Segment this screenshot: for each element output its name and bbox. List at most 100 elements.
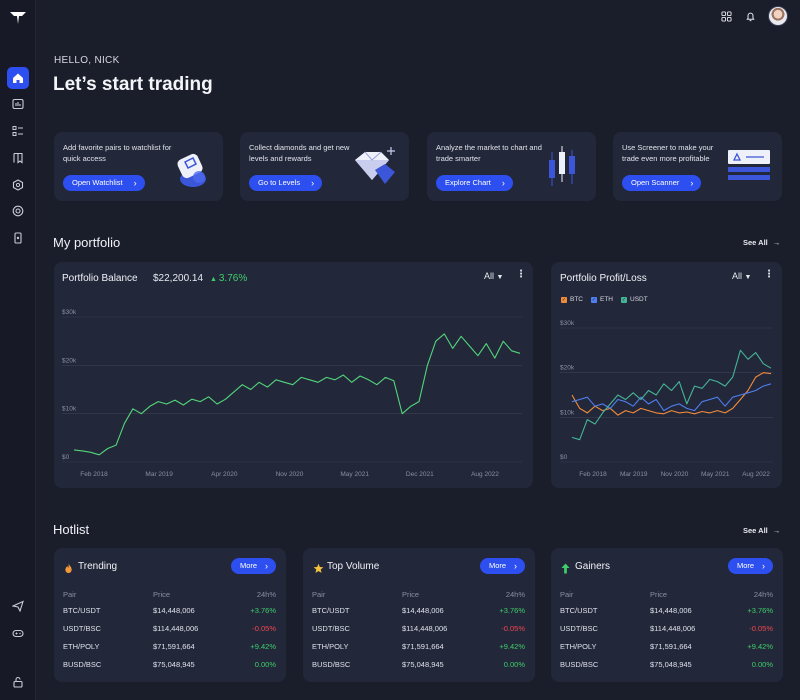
change-cell: +9.42%: [747, 642, 773, 651]
change-cell: +3.76%: [250, 606, 276, 615]
y-tick-label: $0: [62, 454, 70, 461]
bell-icon[interactable]: [742, 8, 758, 24]
kebab-menu-icon[interactable]: ⋮: [764, 269, 774, 280]
x-tick-label: Aug 2022: [471, 471, 499, 478]
y-tick-label: $30k: [62, 309, 77, 316]
legend-item-eth[interactable]: ✓ ETH: [591, 296, 613, 303]
balance-chart: $0 $10k $20k $30k Feb 2018 Mar 2019 Apr 2020 No…: [62, 309, 522, 478]
portfolio-balance-panel: Portfolio Balance $22,200.14 ▲ 3.76% All…: [54, 262, 533, 488]
legend-label: ETH: [600, 296, 613, 303]
series-line-eth: [571, 383, 772, 412]
gamepad-icon[interactable]: [7, 622, 29, 644]
pair-cell: USDT/BSC: [63, 624, 101, 633]
legend-item-usdt[interactable]: ✓ USDT: [621, 296, 648, 303]
arrow-up-icon: [561, 561, 571, 574]
change-cell: -0.05%: [749, 624, 773, 633]
price-cell: $75,048,945: [153, 660, 195, 669]
profit-title: Portfolio Profit/Loss: [560, 273, 647, 284]
change-cell: +9.42%: [250, 642, 276, 651]
y-tick-label: $10k: [62, 406, 77, 413]
hotlist-section-title: Hotlist: [53, 522, 90, 537]
candlestick-illustration-icon: [549, 146, 575, 186]
column-header-pair: Pair: [312, 590, 326, 599]
kebab-menu-icon[interactable]: ⋮: [516, 269, 526, 280]
column-header-pair: Pair: [560, 590, 574, 599]
portfolio-see-all-link[interactable]: See All →: [743, 238, 780, 247]
promo-card-screener: Use Screener to make your trade even mor…: [613, 132, 782, 201]
checkbox-icon: ✓: [591, 296, 597, 303]
promo-text: Analyze the market to chart and trade sm…: [436, 143, 542, 163]
balance-change-value: 3.76%: [218, 273, 248, 284]
change-cell: 0.00%: [254, 660, 276, 669]
more-button[interactable]: More ›: [231, 558, 276, 574]
tag-illustration-icon: [177, 153, 206, 187]
lifebuoy-icon[interactable]: [7, 200, 29, 222]
filter-label: All: [732, 271, 743, 281]
arrow-right-icon: →: [772, 526, 781, 535]
portfolio-profit-panel: Portfolio Profit/Loss All ▼ ⋮ $0 $10k $20k…: [551, 262, 782, 488]
hotlist-card-top-volume: Top Volume More › Pair Price 24h% BTC/USDT $14,…: [303, 548, 535, 682]
fire-icon: [64, 561, 74, 573]
portfolio-section-title: My portfolio: [53, 235, 121, 250]
grid-icon[interactable]: [718, 8, 734, 24]
globe-icon[interactable]: [7, 174, 29, 196]
price-cell: $71,591,664: [402, 642, 444, 651]
bookmark-icon[interactable]: [7, 147, 29, 169]
explore-chart-button[interactable]: Explore Chart ›: [436, 175, 513, 191]
change-cell: 0.00%: [503, 660, 525, 669]
pair-cell: BUSD/BSC: [312, 660, 351, 669]
chart-icon[interactable]: [7, 93, 29, 115]
change-cell: +3.76%: [499, 606, 525, 615]
go-to-levels-button[interactable]: Go to Levels ›: [249, 175, 323, 191]
legend-item-btc[interactable]: ✓ BTC: [561, 296, 583, 303]
checkbox-icon: ✓: [561, 296, 567, 303]
avatar[interactable]: [768, 6, 788, 26]
column-header-change: 24h%: [753, 590, 773, 599]
legend-label: BTC: [570, 296, 583, 303]
balance-filter-select[interactable]: All ▼: [484, 271, 503, 281]
balance-value: $22,200.14: [153, 273, 204, 284]
price-cell: $14,448,006: [402, 606, 444, 615]
button-label: Go to Levels: [258, 178, 301, 187]
send-icon[interactable]: [7, 595, 29, 617]
chevron-right-icon: ›: [762, 561, 765, 571]
pair-cell: ETH/POLY: [63, 642, 100, 651]
x-tick-label: Mar 2019: [145, 471, 173, 478]
price-cell: $14,448,006: [153, 606, 195, 615]
hotlist-card-title: Gainers: [575, 561, 611, 572]
chevron-right-icon: ›: [133, 178, 137, 188]
pair-cell: BTC/USDT: [560, 606, 598, 615]
lock-icon[interactable]: [7, 671, 29, 693]
hotlist-card-trending: Trending More › Pair Price 24h% BTC/USDT $14,44…: [54, 548, 286, 682]
list-icon[interactable]: [7, 120, 29, 142]
open-watchlist-button[interactable]: Open Watchlist ›: [63, 175, 145, 191]
caret-down-icon: ▼: [496, 274, 504, 281]
open-scanner-button[interactable]: Open Scanner ›: [622, 175, 702, 191]
pair-cell: BTC/USDT: [63, 606, 101, 615]
more-button[interactable]: More ›: [480, 558, 525, 574]
change-cell: +3.76%: [747, 606, 773, 615]
change-cell: 0.00%: [751, 660, 773, 669]
pair-cell: BUSD/BSC: [63, 660, 102, 669]
chevron-right-icon: ›: [514, 561, 517, 571]
price-cell: $75,048,945: [650, 660, 692, 669]
x-tick-label: Dec 2021: [406, 471, 434, 478]
phone-icon[interactable]: [7, 227, 29, 249]
profit-chart: $0 $10k $20k $30k Feb 2018 Mar 2019 Nov 2020 Ma…: [560, 320, 773, 478]
balance-title: Portfolio Balance: [62, 273, 138, 284]
logo-icon[interactable]: [9, 10, 27, 26]
y-tick-label: $10k: [560, 409, 575, 416]
column-header-change: 24h%: [505, 590, 525, 599]
see-all-label: See All: [743, 526, 768, 535]
column-header-price: Price: [402, 590, 420, 599]
x-tick-label: Nov 2020: [276, 471, 304, 478]
series-line-usdt: [571, 349, 772, 441]
hotlist-see-all-link[interactable]: See All →: [743, 526, 780, 535]
pair-cell: BTC/USDT: [312, 606, 350, 615]
greeting: HELLO, NICK: [54, 55, 120, 66]
x-tick-label: May 2021: [340, 471, 369, 478]
profit-filter-select[interactable]: All ▼: [732, 271, 751, 281]
more-button[interactable]: More ›: [728, 558, 773, 574]
see-all-label: See All: [743, 238, 768, 247]
home-icon[interactable]: [7, 67, 29, 89]
